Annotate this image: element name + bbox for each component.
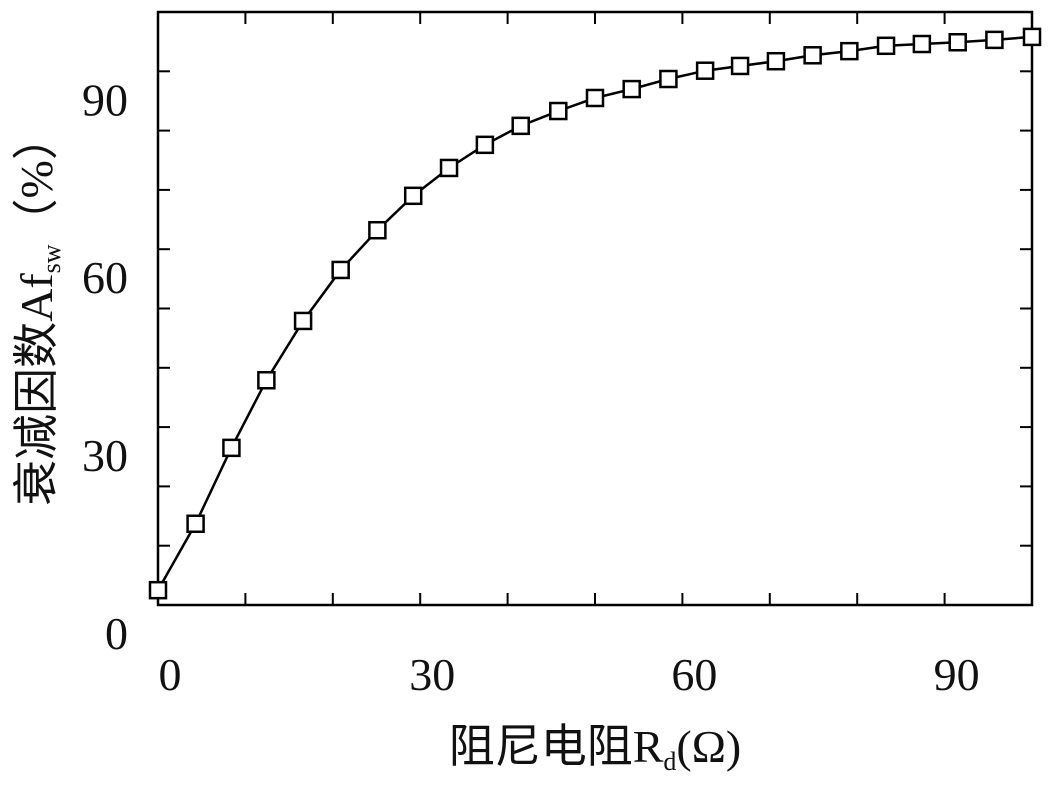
marker [622, 79, 641, 99]
x-axis-label: 阻尼电阻Rd(Ω) [449, 721, 742, 776]
marker [293, 311, 313, 331]
x-tick-label: 90 [934, 649, 980, 700]
x-tick-label: 30 [409, 649, 455, 700]
x-label-main: 阻尼电阻R [449, 721, 664, 772]
y-label-end: （%） [11, 114, 62, 244]
marker [511, 116, 530, 136]
y-tick-label: 90 [82, 74, 128, 125]
marker [585, 88, 605, 108]
x-tick-label: 60 [671, 649, 717, 700]
marker [331, 260, 350, 280]
marker [766, 51, 786, 71]
marker [912, 34, 932, 54]
y-label-main: 衰减因数Af [11, 273, 62, 506]
marker [403, 186, 423, 206]
marker [439, 158, 459, 178]
marker [148, 580, 168, 600]
marker [948, 32, 967, 52]
marker [659, 69, 678, 89]
marker [876, 36, 896, 56]
marker [695, 61, 715, 80]
y-tick-label: 60 [82, 252, 128, 303]
marker [840, 41, 859, 61]
marker [222, 438, 241, 458]
marker [730, 56, 750, 76]
marker [186, 514, 205, 534]
marker [803, 46, 822, 65]
marker [985, 30, 1004, 50]
marker [549, 101, 568, 121]
x-label-sub: d [663, 747, 676, 776]
marker [1022, 27, 1042, 47]
marker [257, 371, 276, 390]
data-line [156, 35, 1033, 591]
marker [475, 135, 495, 155]
x-label-end: (Ω) [676, 721, 741, 772]
y-label-sub: sw [37, 244, 66, 273]
marker [368, 220, 387, 240]
x-tick-label: 0 [159, 649, 182, 700]
y-axis-label: 衰减因数Afsw（%） [11, 114, 66, 506]
y-tick-label: 0 [105, 608, 128, 659]
y-tick-label: 30 [82, 430, 128, 481]
